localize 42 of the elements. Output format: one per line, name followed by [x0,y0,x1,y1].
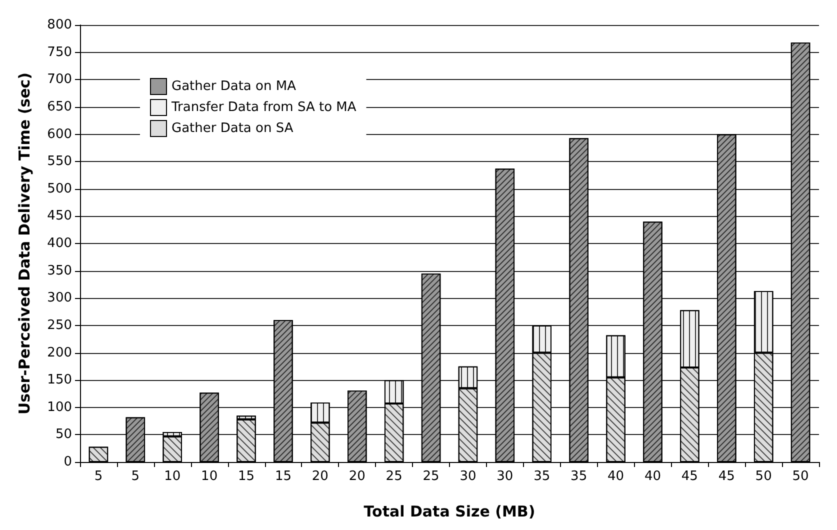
x-tick-label: 20 [348,469,366,484]
legend-label: Gather Data on MA [172,79,296,94]
x-tick-label: 45 [718,469,735,484]
x-tick-label: 45 [681,469,698,484]
x-tick-label: 15 [274,469,292,484]
x-tick-label: 30 [496,469,514,484]
x-tick-label: 25 [386,469,402,484]
x-tick-label: 10 [164,469,181,484]
y-tick-label: 500 [47,181,72,196]
x-tick-label: 40 [608,469,624,484]
y-tick-label: 200 [47,345,72,360]
x-tick-label: 5 [94,469,103,484]
y-tick-label: 100 [47,400,72,415]
y-tick-label: 750 [47,44,72,60]
x-tick-label: 25 [422,469,440,484]
y-axis-title: User-Perceived Data Delivery Time (sec) [16,72,34,415]
x-tick-label: 40 [644,469,661,484]
y-tick-label: 800 [47,18,72,32]
y-tick-label: 450 [47,208,72,224]
y-tick-label: 300 [47,290,72,306]
x-tick-label: 50 [755,469,772,484]
x-axis-title: Total Data Size (MB) [364,502,536,520]
y-tick-label: 550 [47,154,72,170]
x-tick-label: 15 [238,469,255,484]
y-tick-label: 350 [47,263,72,278]
x-tick-label: 35 [570,469,588,484]
x-tick-label: 10 [201,469,218,484]
y-tick-label: 650 [47,99,72,114]
legend-label: Transfer Data from SA to MA [170,100,356,115]
y-tick-label: 600 [47,126,72,142]
y-tick-label: 150 [47,372,72,388]
y-tick-label: 400 [47,236,72,251]
y-tick-label: 250 [47,318,72,333]
y-tick-label: 50 [55,427,72,442]
x-tick-label: 35 [534,469,550,484]
x-tick-label: 50 [792,469,809,484]
x-tick-label: 30 [460,469,476,484]
x-tick-label: 20 [312,469,328,484]
y-tick-label: 700 [47,72,72,88]
y-tick-label: 0 [64,454,72,470]
legend-label: Gather Data on SA [172,121,294,136]
x-tick-label: 5 [131,469,140,484]
